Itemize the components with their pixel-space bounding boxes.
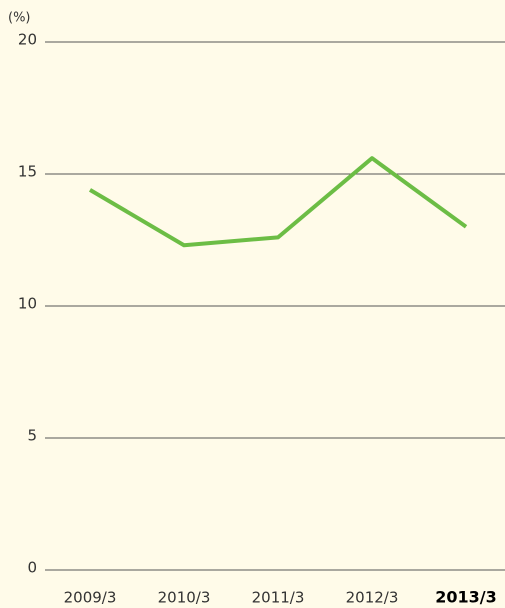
y-tick-label: 20 [18,31,37,49]
x-tick-label: 2011/3 [252,589,305,607]
y-tick-label: 10 [18,295,37,313]
line [88,156,468,248]
x-tick-label: 2012/3 [346,589,399,607]
y-tick-label: 15 [18,163,37,181]
x-tick-label: 2013/3 [435,588,497,607]
y-tick-label: 5 [27,427,37,445]
y-unit: (%) [8,11,31,26]
x-tick-label: 2010/3 [158,589,211,607]
x-tick-label: 2009/3 [64,589,117,607]
y-tick-label: 0 [27,559,37,577]
